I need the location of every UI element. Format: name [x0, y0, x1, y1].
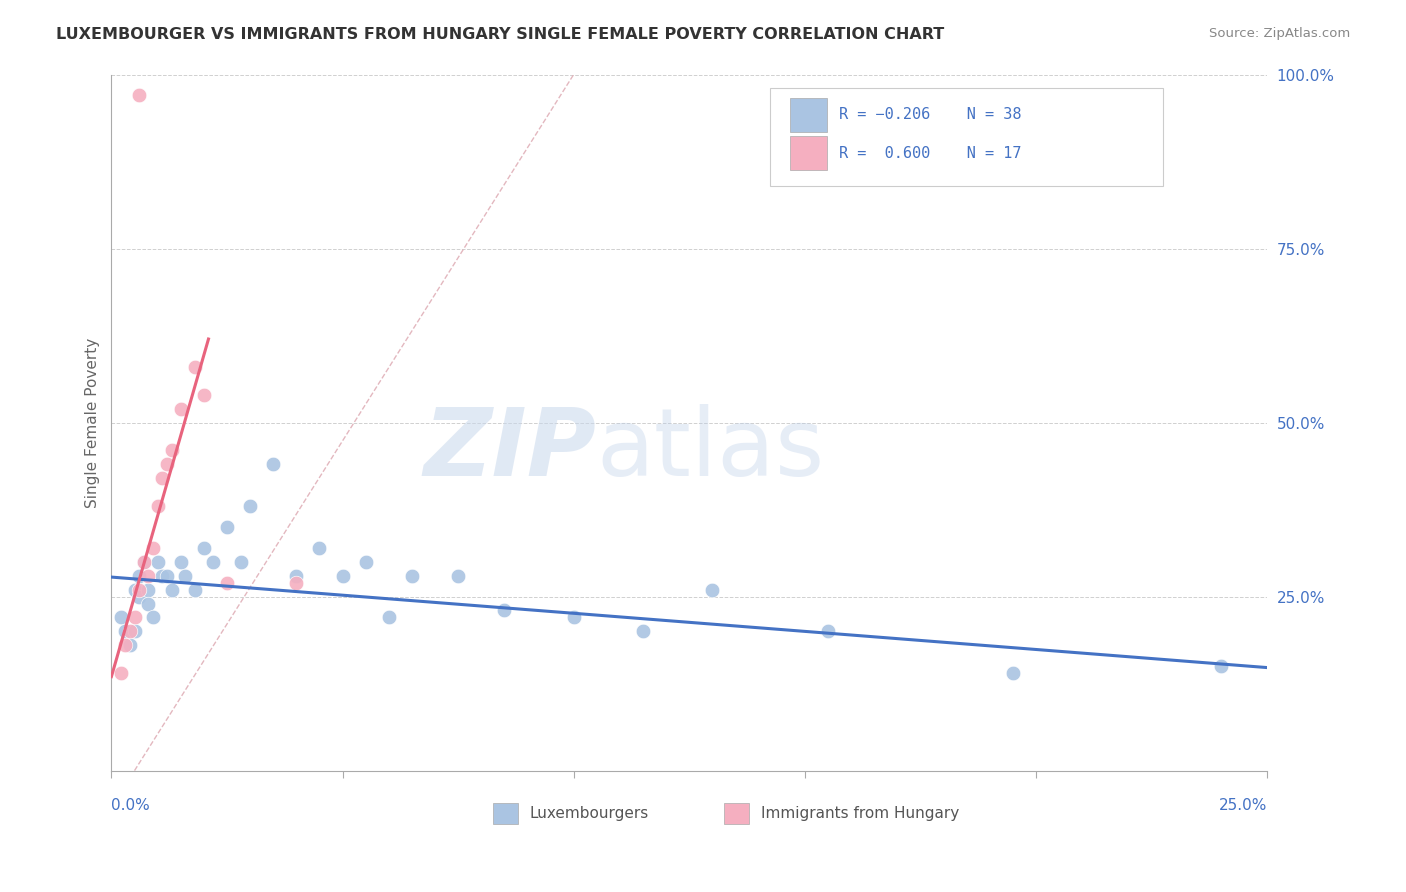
Point: [114, 638, 136, 652]
Point: [401, 568, 423, 582]
Text: atlas: atlas: [596, 404, 825, 497]
Point: [132, 555, 155, 569]
Point: [128, 568, 150, 582]
FancyBboxPatch shape: [724, 804, 749, 824]
Text: Immigrants from Hungary: Immigrants from Hungary: [761, 806, 959, 822]
Point: [183, 582, 205, 597]
Point: [146, 555, 169, 569]
FancyBboxPatch shape: [790, 136, 827, 169]
Point: [124, 610, 146, 624]
FancyBboxPatch shape: [492, 804, 519, 824]
Point: [138, 568, 160, 582]
Y-axis label: Single Female Poverty: Single Female Poverty: [86, 337, 100, 508]
Text: 25.0%: 25.0%: [1219, 798, 1267, 814]
Point: [215, 520, 238, 534]
Point: [817, 624, 839, 639]
Text: ZIP: ZIP: [423, 404, 596, 497]
Point: [110, 610, 132, 624]
Text: LUXEMBOURGER VS IMMIGRANTS FROM HUNGARY SINGLE FEMALE POVERTY CORRELATION CHART: LUXEMBOURGER VS IMMIGRANTS FROM HUNGARY …: [56, 27, 945, 42]
Point: [156, 568, 179, 582]
Point: [285, 575, 308, 590]
Point: [132, 555, 155, 569]
Point: [631, 624, 654, 639]
Point: [124, 582, 146, 597]
Point: [118, 638, 141, 652]
Point: [110, 666, 132, 681]
Point: [150, 568, 173, 582]
Point: [128, 590, 150, 604]
Point: [150, 471, 173, 485]
Point: [308, 541, 330, 555]
Text: R =  0.600    N = 17: R = 0.600 N = 17: [839, 145, 1022, 161]
Point: [170, 555, 193, 569]
Text: R = −0.206    N = 38: R = −0.206 N = 38: [839, 107, 1022, 122]
Point: [124, 624, 146, 639]
Point: [146, 499, 169, 513]
Point: [128, 582, 150, 597]
Point: [114, 624, 136, 639]
Point: [160, 443, 183, 458]
Point: [1209, 659, 1232, 673]
Point: [118, 624, 141, 639]
Point: [354, 555, 377, 569]
Point: [128, 88, 150, 103]
Point: [174, 568, 197, 582]
Point: [229, 555, 252, 569]
Point: [447, 568, 470, 582]
Text: Luxembourgers: Luxembourgers: [530, 806, 650, 822]
Point: [142, 541, 165, 555]
Point: [142, 610, 165, 624]
Point: [239, 499, 262, 513]
Point: [138, 597, 160, 611]
Point: [170, 401, 193, 416]
Point: [160, 582, 183, 597]
Text: 0.0%: 0.0%: [111, 798, 150, 814]
Point: [285, 568, 308, 582]
FancyBboxPatch shape: [790, 98, 827, 132]
Point: [494, 603, 516, 617]
Point: [378, 610, 401, 624]
Point: [193, 541, 215, 555]
Point: [1001, 666, 1024, 681]
Point: [202, 555, 225, 569]
Point: [562, 610, 585, 624]
Point: [702, 582, 724, 597]
Point: [156, 458, 179, 472]
FancyBboxPatch shape: [770, 88, 1163, 186]
Point: [262, 458, 284, 472]
Point: [215, 575, 238, 590]
Point: [332, 568, 354, 582]
Text: Source: ZipAtlas.com: Source: ZipAtlas.com: [1209, 27, 1350, 40]
Point: [183, 359, 205, 374]
Point: [138, 582, 160, 597]
Point: [193, 388, 215, 402]
